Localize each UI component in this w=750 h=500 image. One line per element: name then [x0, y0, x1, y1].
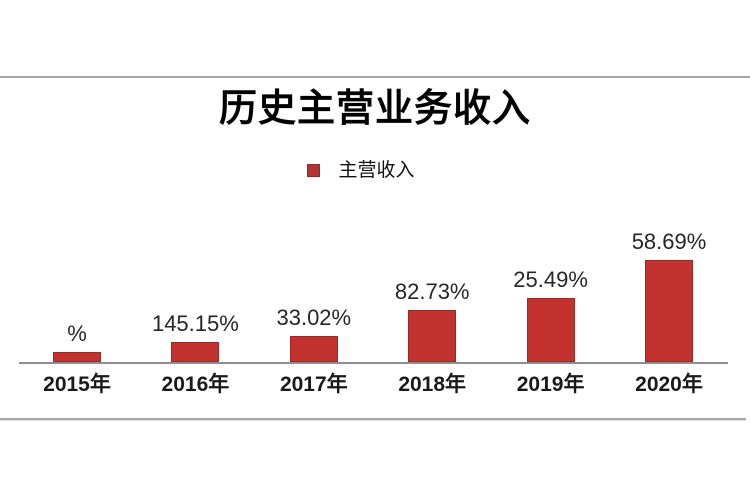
x-tick-label-2020: 2020年 — [635, 373, 703, 396]
bar-group-2018: 82.73% 2018年 — [373, 215, 491, 400]
x-tick-label-2018: 2018年 — [398, 373, 467, 396]
bar-stack: 82.73% — [373, 215, 491, 362]
data-label-2017: 33.02% — [276, 305, 352, 330]
bar-2019 — [526, 298, 575, 362]
legend-marker-icon — [307, 164, 321, 177]
x-tick-label-2015: 2015年 — [43, 373, 111, 396]
x-tick-label-2019: 2019年 — [516, 373, 585, 396]
x-axis-line — [19, 362, 728, 364]
data-label-2020: 58.69% — [631, 229, 707, 254]
bar-2018 — [408, 310, 457, 362]
data-label-2019: 25.49% — [513, 267, 588, 292]
bar-2016 — [171, 342, 220, 362]
bar-stack: 58.69% — [610, 215, 728, 362]
bar-2017 — [289, 336, 338, 362]
data-label-2016: 145.15% — [151, 311, 239, 336]
legend: 主营收入 — [0, 161, 722, 180]
data-label-2018: 82.73% — [394, 279, 470, 304]
bar-stack: 145.15% — [136, 215, 254, 362]
x-tick-label-2017: 2017年 — [279, 373, 348, 396]
top-divider — [0, 76, 750, 78]
bar-2015 — [53, 352, 101, 362]
data-label-2015: % — [67, 321, 87, 346]
bar-stack: 25.49% — [492, 215, 610, 362]
bar-stack: % — [18, 215, 136, 362]
bar-group-2017: 33.02% 2017年 — [255, 215, 373, 400]
bar-2020 — [645, 260, 693, 362]
x-tick-label-2016: 2016年 — [161, 373, 230, 396]
bar-group-2016: 145.15% 2016年 — [136, 215, 254, 400]
bottom-divider — [0, 418, 746, 420]
chart-title: 历史主营业务收入 — [218, 88, 531, 130]
bar-group-2019: 25.49% 2019年 — [492, 215, 610, 400]
bar-stack: 33.02% — [255, 215, 373, 362]
bar-group-2020: 58.69% 2020年 — [610, 215, 728, 400]
bar-group-2015: % 2015年 — [18, 215, 136, 400]
legend-label: 主营收入 — [338, 160, 415, 181]
